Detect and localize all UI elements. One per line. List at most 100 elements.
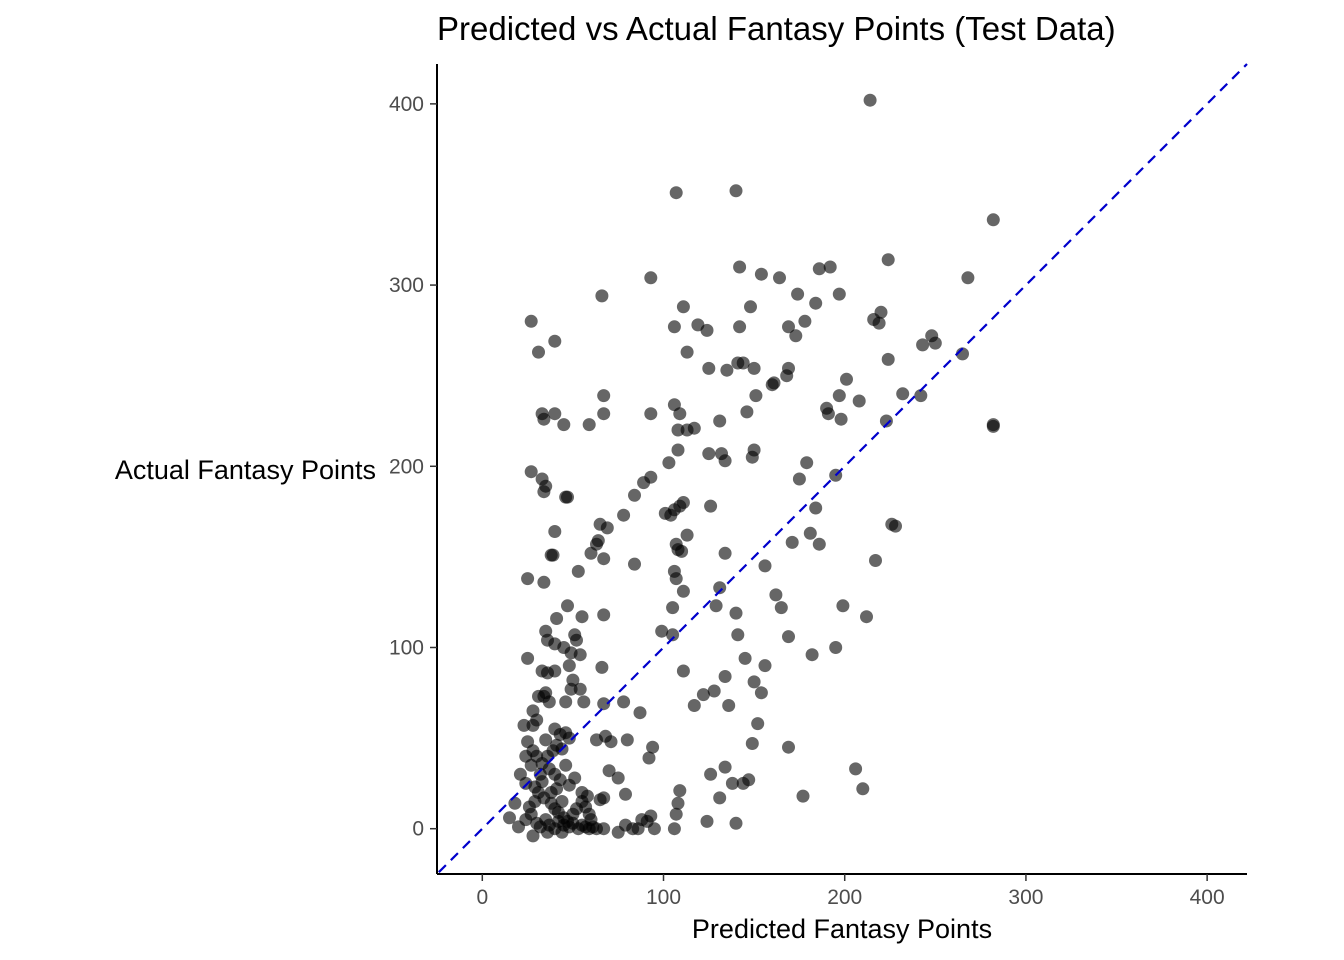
data-point <box>680 345 694 359</box>
data-point <box>503 811 516 825</box>
data-point <box>676 664 690 678</box>
data-point <box>796 789 810 803</box>
data-point <box>568 628 582 642</box>
data-point <box>720 363 734 377</box>
data-point <box>555 795 569 808</box>
data-point <box>829 641 843 654</box>
data-point <box>896 387 910 401</box>
data-point <box>566 673 580 687</box>
y-tick-label: 300 <box>389 274 424 297</box>
data-point <box>573 648 587 662</box>
data-point <box>742 773 756 787</box>
data-point <box>575 610 589 624</box>
data-point <box>713 791 727 805</box>
data-point <box>812 262 826 276</box>
data-point <box>725 776 739 790</box>
data-point <box>524 465 538 479</box>
data-point <box>559 758 573 772</box>
data-point <box>535 775 549 789</box>
data-point <box>584 546 598 560</box>
data-point <box>667 822 681 836</box>
data-point <box>856 782 870 796</box>
data-point <box>617 508 631 522</box>
data-point <box>539 733 553 747</box>
data-point <box>597 407 611 421</box>
data-point <box>597 389 611 403</box>
data-point <box>718 760 732 774</box>
data-point <box>676 496 690 509</box>
data-point <box>747 361 761 375</box>
data-point <box>644 407 658 421</box>
data-point <box>580 789 594 803</box>
data-point <box>914 389 928 403</box>
data-point <box>700 814 714 828</box>
data-point <box>548 525 562 538</box>
data-point <box>669 572 683 586</box>
data-point <box>733 320 747 334</box>
data-point <box>874 305 888 319</box>
data-point <box>559 695 573 709</box>
data-point <box>767 376 781 390</box>
y-tick-label: 0 <box>412 818 424 841</box>
data-point <box>548 664 562 678</box>
data-point <box>758 659 772 673</box>
data-point <box>666 628 680 642</box>
data-point <box>749 389 763 403</box>
data-point <box>591 534 605 548</box>
data-point <box>713 581 727 595</box>
data-point <box>718 546 732 560</box>
data-point <box>666 601 680 615</box>
data-point <box>863 93 877 107</box>
data-point <box>687 421 701 435</box>
data-point <box>562 659 576 673</box>
data-point <box>740 405 754 419</box>
data-point <box>696 688 710 702</box>
data-point <box>881 253 895 267</box>
data-point <box>928 336 942 350</box>
data-point <box>881 352 895 366</box>
data-point <box>595 660 609 674</box>
data-point <box>546 548 560 562</box>
data-point <box>805 648 819 662</box>
data-point <box>800 456 814 470</box>
data-point <box>789 329 803 343</box>
x-tick-label: 0 <box>476 886 488 909</box>
data-point <box>687 699 701 712</box>
data-point <box>562 731 576 745</box>
data-point <box>526 718 540 732</box>
y-axis-ticks: 0 100 200 300 400 <box>389 93 437 841</box>
data-point <box>611 771 625 785</box>
data-point <box>628 488 641 502</box>
data-point <box>738 651 752 665</box>
data-point <box>840 372 853 386</box>
data-point <box>673 407 687 421</box>
data-point <box>676 584 690 598</box>
data-point <box>823 260 837 274</box>
data-point <box>631 822 645 836</box>
data-point <box>986 419 1000 433</box>
data-point <box>718 670 732 683</box>
data-point <box>619 787 632 801</box>
data-point <box>836 599 850 613</box>
data-point <box>539 479 553 493</box>
chart-title: Predicted vs Actual Fantasy Points (Test… <box>437 10 1116 47</box>
data-point <box>785 535 799 549</box>
data-point <box>798 314 812 328</box>
data-point <box>834 412 848 426</box>
data-point <box>662 456 676 470</box>
y-tick-label: 200 <box>389 455 424 478</box>
data-point <box>546 744 560 758</box>
data-point <box>568 771 582 785</box>
data-point <box>555 825 569 839</box>
data-point <box>675 544 689 558</box>
data-point <box>528 795 542 808</box>
data-point <box>869 554 882 567</box>
data-point <box>729 606 743 620</box>
data-point <box>879 414 893 428</box>
data-point <box>561 599 574 613</box>
data-point <box>637 476 651 490</box>
data-point <box>704 499 718 513</box>
data-point <box>526 829 540 843</box>
data-point <box>521 651 535 665</box>
